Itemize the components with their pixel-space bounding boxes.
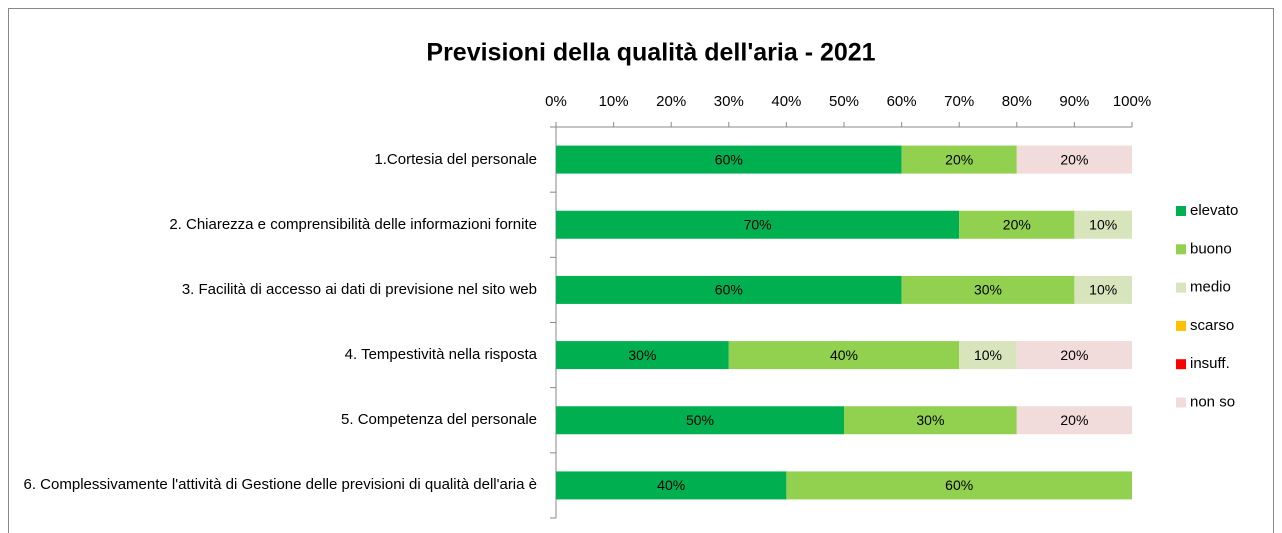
bar-segment — [556, 210, 960, 239]
data-label: 20% — [1060, 347, 1088, 363]
data-label: 40% — [830, 347, 858, 363]
x-tick-label: 0% — [545, 93, 567, 110]
x-tick-label: 80% — [1002, 93, 1032, 110]
legend-swatch — [1176, 359, 1186, 370]
legend-label: insuff. — [1190, 355, 1230, 372]
bar-segment — [959, 341, 1017, 370]
y-tick-label: 1.Cortesia del personale — [374, 150, 537, 168]
data-label: 10% — [974, 347, 1002, 363]
data-label: 20% — [1060, 412, 1088, 428]
bar-segment — [556, 145, 902, 174]
bar-segment — [844, 406, 1017, 435]
legend-swatch — [1176, 206, 1186, 216]
legend-swatch — [1176, 320, 1186, 331]
data-label: 20% — [945, 151, 973, 167]
legend-label: medio — [1190, 279, 1231, 296]
bar-segment — [959, 210, 1075, 239]
chart-title: Previsioni della qualità dell'aria - 202… — [426, 39, 875, 67]
x-tick-label: 70% — [944, 93, 974, 110]
data-label: 10% — [1089, 216, 1117, 232]
legend-label: non so — [1190, 393, 1235, 410]
data-label: 40% — [657, 477, 685, 493]
legend-swatch — [1176, 244, 1186, 255]
bar-segment — [556, 341, 729, 370]
data-label: 30% — [628, 347, 656, 363]
x-tick-label: 40% — [771, 93, 801, 110]
frame — [8, 8, 1274, 533]
y-tick-label: 4. Tempestività nella risposta — [344, 346, 537, 364]
x-tick-label: 100% — [1113, 93, 1151, 110]
data-label: 30% — [916, 412, 944, 428]
y-tick-label: 5. Competenza del personale — [341, 411, 537, 429]
bar-segment — [556, 471, 787, 500]
data-label: 30% — [974, 282, 1002, 298]
data-label: 20% — [1060, 151, 1088, 167]
bar-segment — [1016, 145, 1132, 174]
bar-segment — [1016, 406, 1132, 435]
data-label: 20% — [1003, 216, 1031, 232]
x-tick-label: 30% — [714, 93, 744, 110]
y-tick-label: 2. Chiarezza e comprensibilità delle inf… — [169, 215, 537, 233]
bar-segment — [901, 275, 1075, 304]
bar-segment — [1016, 341, 1132, 370]
data-label: 60% — [715, 151, 743, 167]
data-label: 70% — [744, 216, 772, 232]
data-label: 50% — [686, 412, 714, 428]
legend-swatch — [1176, 397, 1186, 408]
legend-label: elevato — [1190, 202, 1238, 219]
x-tick-label: 50% — [829, 93, 859, 110]
bar-segment — [556, 275, 902, 304]
y-tick-label: 6. Complessivamente l'attività di Gestio… — [23, 476, 538, 494]
data-label: 60% — [945, 477, 973, 493]
x-tick-label: 10% — [599, 93, 629, 110]
bar-segment — [728, 341, 960, 370]
bar-segment — [786, 471, 1132, 500]
legend-swatch — [1176, 282, 1186, 293]
data-label: 10% — [1089, 282, 1117, 298]
legend-label: scarso — [1190, 317, 1234, 334]
x-tick-label: 20% — [656, 93, 686, 110]
bar-segment — [1074, 275, 1132, 304]
x-tick-label: 60% — [887, 93, 917, 110]
legend-label: buono — [1190, 240, 1232, 257]
bar-segment — [1074, 210, 1132, 239]
x-tick-label: 90% — [1059, 93, 1089, 110]
y-tick-label: 3. Facilità di accesso ai dati di previs… — [181, 280, 537, 298]
bar-segment — [556, 406, 844, 435]
bar-segment — [901, 145, 1017, 174]
data-label: 60% — [715, 282, 743, 298]
